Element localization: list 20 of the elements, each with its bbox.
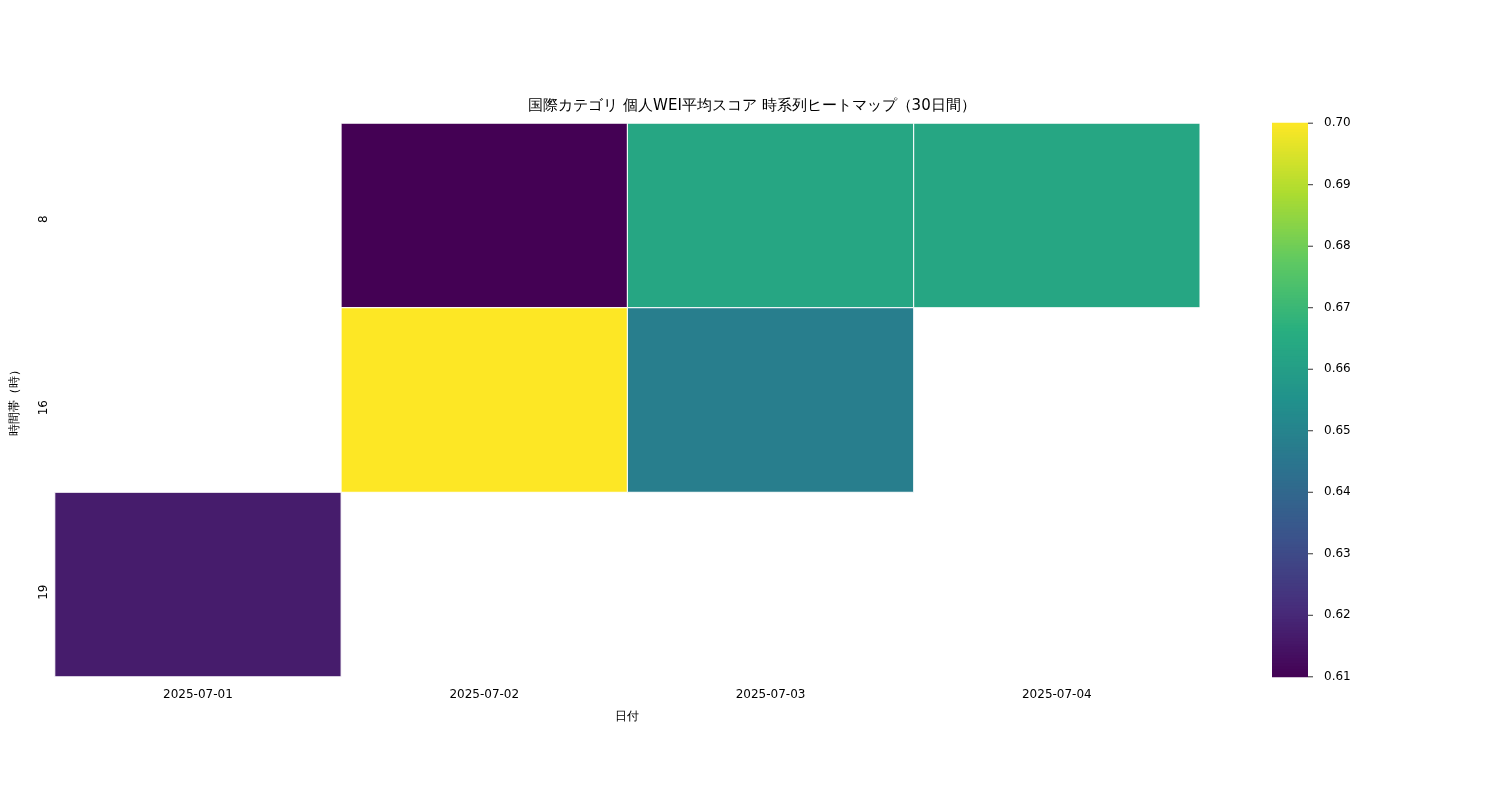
color-bar-label: 0.64 [1324, 484, 1351, 499]
color-bar-label: 0.65 [1324, 422, 1351, 437]
color-bar-label: 0.70 [1324, 115, 1351, 130]
color-bar-label: 0.66 [1324, 361, 1351, 376]
y-tick-label: 8 [35, 215, 50, 224]
color-bar-label: 0.63 [1324, 545, 1351, 560]
color-bar-label: 0.68 [1324, 238, 1351, 253]
x-tick-label: 2025-07-02 [449, 687, 520, 702]
color-bar-label: 0.61 [1324, 668, 1351, 683]
x-tick-label: 2025-07-03 [735, 687, 806, 702]
color-bar-label: 0.69 [1324, 176, 1351, 191]
color-bar-label: 0.67 [1324, 299, 1351, 314]
y-tick-label: 16 [35, 400, 50, 416]
y-axis-title: 時間帯（時） [7, 364, 22, 436]
color-bar-label: 0.62 [1324, 607, 1351, 622]
x-tick-label: 2025-07-01 [163, 687, 233, 702]
x-tick-label: 2025-07-04 [1021, 687, 1092, 702]
y-tick-label: 19 [35, 584, 50, 600]
x-axis-title: 日付 [615, 708, 640, 723]
chart-title: 国際カテゴリ 個人WEI平均スコア 時系列ヒートマップ（30日間） [528, 96, 976, 115]
